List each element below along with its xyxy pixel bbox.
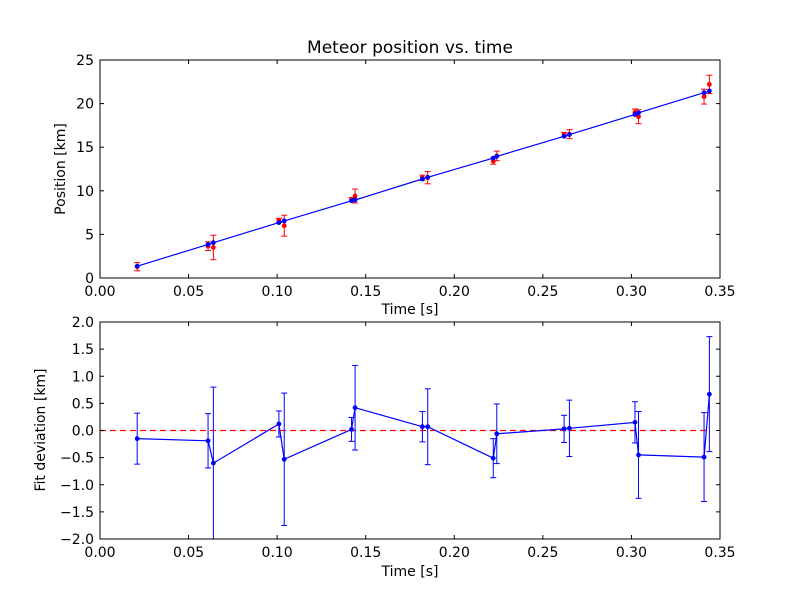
x-tick-label: 0.30 [616,284,647,300]
x-tick-labels: 0.00 0.05 0.10 0.15 0.20 0.25 0.30 0.35 [84,322,736,561]
data-point [352,193,358,199]
data-point [210,460,216,466]
data-point [134,436,140,442]
data-point [210,245,216,250]
y-tick-label: 10 [76,184,94,200]
x-tick-label: 0.20 [439,284,470,300]
data-point [210,240,216,246]
y-tick-label: 5 [85,227,94,243]
data-point [281,456,287,462]
data-point [632,112,638,117]
data-point [281,223,287,229]
x-tick-label: 0.35 [704,545,735,561]
y-tick-label: −1.5 [60,505,94,521]
x-tick-label: 0.30 [616,545,647,561]
y-tick-label: −0.5 [60,451,94,467]
data-point [701,94,707,100]
y-axis-label: Position [km] [53,123,69,215]
x-tick-label: 0.00 [84,284,115,300]
x-tick-label: 0.05 [173,284,204,300]
data-point [134,263,140,269]
y-tick-label: 2.0 [72,315,94,331]
x-axis-label: Time [s] [381,302,439,318]
x-tick-label: 0.35 [704,284,735,300]
y-tick-label: 0.5 [72,396,94,412]
y-tick-label: 1.5 [72,342,94,358]
x-tick-label: 0.15 [350,284,381,300]
data-point [276,220,282,226]
x-tick-label: 0.25 [527,545,558,561]
x-tick-label: 0.10 [262,545,293,561]
y-tick-label: −2.0 [60,532,94,548]
data-point [636,114,641,120]
data-point [636,452,641,458]
y-tick-label: 1.0 [72,369,94,385]
position-chart: Meteor position vs. time 0.00 0.05 0.10 0.1… [53,38,736,318]
chart-title: Meteor position vs. time [307,38,513,58]
y-axis-label: Fit deviation [km] [33,368,49,491]
data-point [205,438,211,444]
x-tick-label: 0.00 [84,545,115,561]
y-tick-labels: 0 5 10 15 20 25 [76,53,720,287]
data-point [567,132,572,137]
data-point [352,405,358,411]
data-point [205,242,211,247]
data-point [701,454,707,460]
data-point [494,431,500,437]
x-tick-label: 0.05 [173,545,204,561]
data-point [276,421,282,427]
plot-area [134,74,713,272]
axes-frame [99,59,721,279]
deviation-chart: 0.00 0.05 0.10 0.15 0.20 0.25 0.30 0.35 −2.0 −1.… [33,315,736,580]
data-point [420,424,425,430]
y-tick-label: 15 [76,140,94,156]
plot-content [134,74,713,272]
data-point [706,82,712,87]
data-point [567,425,572,431]
data-point [349,427,354,432]
x-tick-label: 0.10 [262,284,293,300]
x-tick-labels: 0.00 0.05 0.10 0.15 0.20 0.25 0.30 0.35 [84,60,736,300]
data-point [490,455,496,461]
data-point [636,110,641,116]
data-point [425,174,431,180]
data-point [561,133,567,139]
data-point [281,218,287,224]
x-tick-label: 0.25 [527,284,558,300]
data-point [701,90,707,96]
y-tick-label: −1.0 [60,478,94,494]
data-point [494,153,500,159]
x-tick-label: 0.20 [439,545,470,561]
x-axis-label: Time [s] [381,564,439,580]
y-tick-label: 0 [85,271,94,287]
y-tick-label: 0.0 [72,424,94,440]
y-tick-label: 25 [76,53,94,69]
x-tick-label: 0.15 [350,545,381,561]
plot-content [100,336,713,539]
data-point [420,176,425,182]
data-point [706,88,712,94]
data-point [561,426,567,432]
data-point [352,197,358,203]
data-point [632,419,638,425]
y-tick-label: 20 [76,97,94,113]
y-tick-labels: −2.0 −1.5 −1.0 −0.5 0.0 0.5 1.0 1.5 2.0 [60,315,720,548]
data-point [706,391,712,397]
data-point [490,155,496,161]
data-point [425,424,431,430]
plot-area [100,336,713,539]
